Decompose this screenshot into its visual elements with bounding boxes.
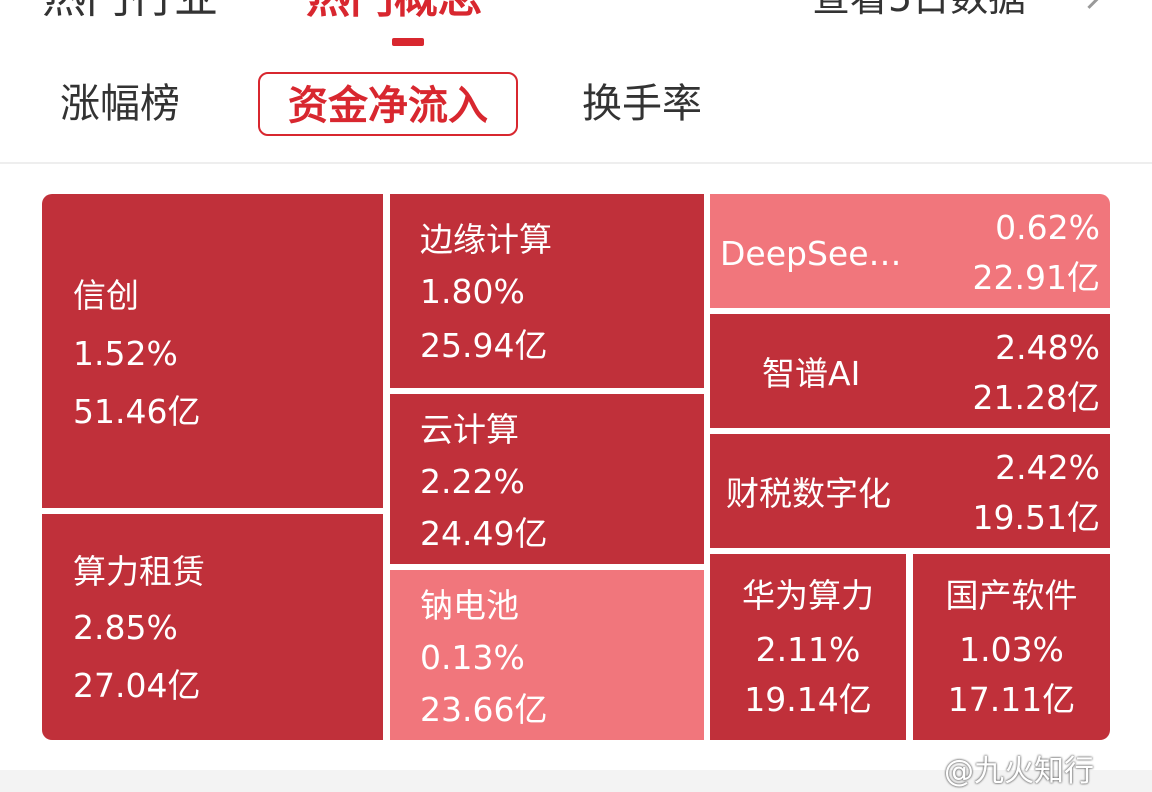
tile-net-inflow: 27.04亿 <box>73 666 201 705</box>
tile-net-inflow: 21.28亿 <box>972 378 1100 417</box>
chevron-right-icon[interactable] <box>1076 0 1103 9</box>
tile-name: 云计算 <box>420 410 519 449</box>
tile-change-pct: 0.62% <box>995 208 1100 247</box>
view-5-day-data-link[interactable]: 查看5日数据 <box>812 0 1026 22</box>
tile-change-pct: 2.22% <box>420 462 525 501</box>
tile-name: 边缘计算 <box>420 220 552 259</box>
tile-net-inflow: 19.14亿 <box>744 680 872 719</box>
tab-hot-concept[interactable]: 热门概念 <box>306 0 482 22</box>
tile-net-inflow: 22.91亿 <box>972 258 1100 297</box>
tile-change-pct: 1.52% <box>73 334 178 373</box>
treemap-tile-fiscal-digitalization[interactable]: 财税数字化 2.42% 19.51亿 <box>710 434 1110 548</box>
tile-name: 财税数字化 <box>726 474 891 513</box>
tile-net-inflow: 51.46亿 <box>73 392 201 431</box>
tile-change-pct: 1.80% <box>420 272 525 311</box>
treemap-tile-domestic-software[interactable]: 国产软件 1.03% 17.11亿 <box>913 554 1110 740</box>
treemap-tile-sodium-battery[interactable]: 钠电池 0.13% 23.66亿 <box>390 570 704 740</box>
watermark: @九火知行 <box>944 754 1094 789</box>
tile-name: 智谱AI <box>762 354 861 393</box>
treemap-tile-huawei-compute[interactable]: 华为算力 2.11% 19.14亿 <box>710 554 906 740</box>
tile-name: 信创 <box>73 276 139 315</box>
bottom-bar <box>0 770 1152 792</box>
treemap-tile-cloud-computing[interactable]: 云计算 2.22% 24.49亿 <box>390 394 704 564</box>
tile-change-pct: 2.85% <box>73 608 178 647</box>
concept-treemap: 信创 1.52% 51.46亿 算力租赁 2.85% 27.04亿 边缘计算 1… <box>42 194 1110 740</box>
treemap-tile-compute-leasing[interactable]: 算力租赁 2.85% 27.04亿 <box>42 514 383 740</box>
treemap-tile-edge-computing[interactable]: 边缘计算 1.80% 25.94亿 <box>390 194 704 388</box>
tile-name: 国产软件 <box>945 576 1078 615</box>
subtab-gain-ranking[interactable]: 涨幅榜 <box>60 81 180 127</box>
active-tab-indicator <box>392 38 424 46</box>
treemap-tile-xinchuang[interactable]: 信创 1.52% 51.46亿 <box>42 194 383 508</box>
tile-change-pct: 1.03% <box>959 630 1064 669</box>
divider <box>0 162 1152 164</box>
subtab-turnover-rate[interactable]: 换手率 <box>582 81 702 127</box>
tile-change-pct: 2.11% <box>755 630 861 669</box>
top-tab-bar: 热门行业 热门概念 查看5日数据 <box>0 0 1152 60</box>
tile-net-inflow: 19.51亿 <box>972 498 1100 537</box>
tile-net-inflow: 17.11亿 <box>947 680 1076 719</box>
tile-name: 钠电池 <box>420 586 519 625</box>
tile-change-pct: 2.42% <box>995 448 1100 487</box>
tile-net-inflow: 24.49亿 <box>420 514 548 553</box>
tile-change-pct: 2.48% <box>995 328 1100 367</box>
subtab-net-inflow[interactable]: 资金净流入 <box>258 72 518 136</box>
tile-change-pct: 0.13% <box>420 638 525 677</box>
tile-name: 算力租赁 <box>73 552 205 591</box>
tile-name: 华为算力 <box>742 576 874 615</box>
treemap-tile-zhipu-ai[interactable]: 智谱AI 2.48% 21.28亿 <box>710 314 1110 428</box>
tile-name: DeepSee… <box>720 234 902 273</box>
tab-hot-industry[interactable]: 热门行业 <box>42 0 218 22</box>
tile-net-inflow: 23.66亿 <box>420 690 548 729</box>
tile-net-inflow: 25.94亿 <box>420 326 548 365</box>
treemap-tile-deepseek[interactable]: DeepSee… 0.62% 22.91亿 <box>710 194 1110 308</box>
